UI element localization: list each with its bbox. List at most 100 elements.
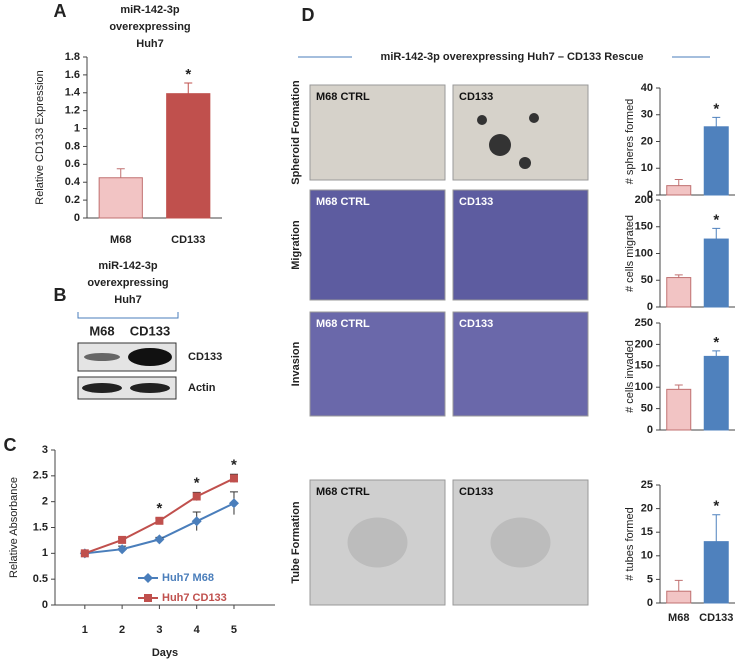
chart-title: Huh7: [136, 38, 164, 50]
y-tick-label: 0: [647, 597, 653, 609]
marker: [192, 492, 201, 501]
error-bar: [116, 168, 125, 178]
y-tick-label: 50: [641, 274, 653, 286]
x-tick-label: M68: [668, 612, 689, 624]
y-tick-label: 2: [42, 496, 48, 508]
marker: [117, 544, 128, 555]
significance: *: [713, 334, 719, 351]
bar: [98, 177, 143, 219]
y-tick-label: 1.6: [65, 69, 80, 81]
y-tick-label: 200: [635, 338, 653, 350]
marker: [229, 474, 238, 483]
blot-band: [84, 353, 120, 361]
y-tick-label: 100: [635, 381, 653, 393]
y-tick-label: 0.5: [33, 573, 48, 585]
image-label: M68 CTRL: [316, 318, 370, 330]
y-tick-label: 30: [641, 109, 653, 121]
y-tick-label: 1.4: [65, 87, 81, 99]
legend-marker: [143, 573, 153, 583]
x-axis-label: Days: [152, 647, 178, 659]
bar: [666, 185, 692, 196]
y-tick-label: 0: [647, 189, 653, 201]
panel-label: B: [54, 285, 67, 305]
y-tick-label: 150: [635, 221, 653, 233]
y-axis-label: # tubes formed: [624, 507, 636, 580]
image-label: CD133: [459, 91, 493, 103]
blot-band: [128, 348, 172, 366]
blot-title: overexpressing: [87, 277, 168, 289]
y-tick-label: 0: [647, 424, 653, 436]
error-bar: [674, 579, 683, 592]
micrograph: [452, 311, 589, 417]
y-tick-label: 250: [635, 317, 653, 329]
y-tick-label: 1.5: [33, 521, 48, 533]
bar: [703, 238, 729, 308]
significance: *: [231, 456, 237, 473]
y-tick-label: 0.4: [65, 176, 81, 188]
legend-marker: [144, 594, 152, 602]
y-tick-label: 0: [42, 599, 48, 611]
micrograph: [309, 189, 446, 301]
error-bar: [712, 514, 721, 542]
y-tick-label: 50: [641, 403, 653, 415]
error-bar: [674, 178, 683, 186]
y-tick-label: 0: [74, 212, 80, 224]
y-tick-label: 150: [635, 360, 653, 372]
y-tick-label: 40: [641, 82, 653, 94]
x-tick-label: 2: [119, 624, 125, 636]
error-bar: [712, 350, 721, 357]
significance: *: [713, 211, 719, 228]
legend-label: Huh7 M68: [162, 572, 214, 584]
image-label: M68 CTRL: [316, 196, 370, 208]
y-tick-label: 1.2: [65, 105, 80, 117]
y-tick-label: 0: [647, 301, 653, 313]
row-label: Invasion: [290, 341, 302, 386]
y-axis-label: # spheres formed: [624, 99, 636, 185]
spheroid: [489, 134, 511, 156]
row-label: Tube Formation: [290, 501, 302, 584]
bar: [166, 93, 211, 219]
y-tick-label: 2.5: [33, 470, 48, 482]
x-tick-label: 1: [82, 624, 88, 636]
y-tick-label: 1.8: [65, 51, 80, 63]
legend-label: Huh7 CD133: [162, 592, 227, 604]
chart-title: overexpressing: [109, 21, 190, 33]
blot-title: Huh7: [114, 294, 142, 306]
error-bar: [184, 82, 193, 94]
band-label: CD133: [188, 351, 222, 363]
image-label: M68 CTRL: [316, 91, 370, 103]
image-label: CD133: [459, 196, 493, 208]
micrograph: [452, 189, 589, 301]
y-tick-label: 10: [641, 162, 653, 174]
marker: [155, 516, 164, 525]
panel-title: miR-142-3p overexpressing Huh7 – CD133 R…: [381, 51, 644, 63]
blot-title: miR-142-3p: [98, 260, 158, 272]
marker: [191, 516, 202, 527]
y-tick-label: 0.6: [65, 158, 80, 170]
micrograph: [309, 84, 446, 181]
error-bar: [674, 384, 683, 390]
significance: *: [156, 500, 162, 517]
bar: [703, 355, 729, 431]
lane-label: CD133: [130, 323, 170, 338]
y-axis-label: # cells invaded: [624, 340, 636, 413]
chart-title: miR-142-3p: [120, 4, 180, 16]
marker: [154, 534, 165, 545]
marker: [228, 498, 239, 509]
image-label: CD133: [459, 486, 493, 498]
y-axis-label: Relative Absorbance: [8, 477, 20, 578]
panel-label: D: [302, 5, 315, 25]
marker: [80, 549, 89, 558]
y-tick-label: 200: [635, 194, 653, 206]
tube-area: [490, 517, 551, 568]
image-label: CD133: [459, 318, 493, 330]
marker: [118, 535, 127, 544]
y-tick-label: 15: [641, 526, 653, 538]
lane-label: M68: [89, 323, 114, 338]
x-tick-label: CD133: [171, 234, 205, 246]
x-tick-label: M68: [110, 234, 131, 246]
bar: [666, 277, 692, 308]
x-tick-label: 3: [156, 624, 162, 636]
error-bar: [712, 227, 721, 240]
